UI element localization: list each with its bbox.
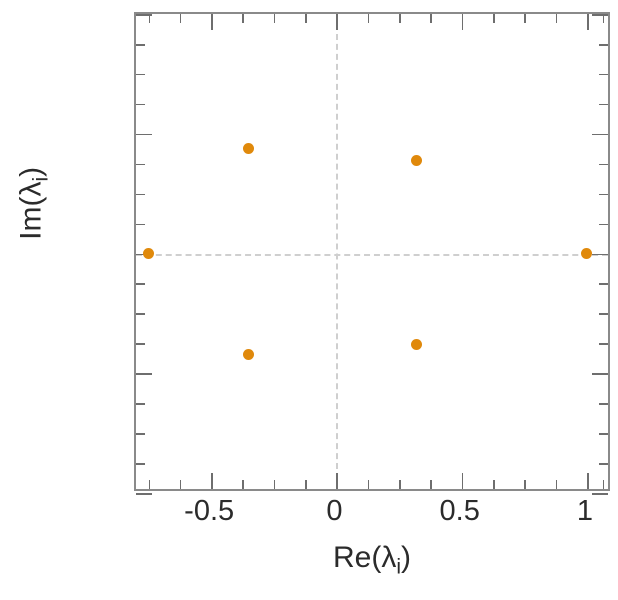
y-axis-tick-minor xyxy=(136,403,145,405)
y-axis-tick-minor xyxy=(136,223,145,226)
y-axis-tick-right-minor xyxy=(599,313,608,315)
x-axis-tick-label: 0 xyxy=(326,495,343,527)
x-axis-label-close: ) xyxy=(401,541,411,574)
imaginary-axis-reference-line xyxy=(336,14,339,489)
x-axis-tick-major xyxy=(461,473,464,489)
y-axis-label-close: ) xyxy=(14,166,48,177)
y-axis-tick-minor xyxy=(136,313,145,315)
x-axis-tick-minor xyxy=(493,480,495,489)
data-point xyxy=(411,339,423,350)
x-axis-tick-major xyxy=(336,473,338,489)
x-axis-tick-top-minor xyxy=(273,14,276,23)
x-axis-tick-major xyxy=(211,473,213,489)
y-axis-tick-right-major xyxy=(592,253,608,256)
y-axis-tick-minor xyxy=(136,163,145,166)
x-axis-tick-top-minor xyxy=(179,14,182,23)
y-axis-tick-right-minor xyxy=(599,343,608,345)
x-axis-tick-top-minor xyxy=(430,14,432,23)
x-axis-tick-top-minor xyxy=(148,14,151,23)
y-axis-tick-right-major xyxy=(592,133,608,136)
x-axis-tick-top-major xyxy=(461,14,464,30)
data-point xyxy=(243,142,255,154)
data-point xyxy=(143,248,155,259)
x-axis-tick-minor xyxy=(148,480,151,489)
x-axis-tick-minor xyxy=(367,480,370,489)
x-axis-tick-minor xyxy=(399,480,401,489)
x-axis-tick-minor xyxy=(602,480,605,489)
x-axis-tick-top-minor xyxy=(305,14,307,23)
data-point xyxy=(581,248,593,259)
y-axis-tick-minor xyxy=(136,433,145,435)
x-axis-tick-minor xyxy=(242,480,245,489)
y-axis-tick-minor xyxy=(136,73,145,76)
y-axis-label-base: Im(λ xyxy=(14,181,48,240)
x-axis-tick-top-minor xyxy=(524,14,526,23)
y-axis-tick-right-major xyxy=(592,14,608,16)
y-axis-tick-right-major xyxy=(592,373,608,375)
x-axis-tick-minor xyxy=(179,480,182,489)
y-axis-tick-major xyxy=(136,133,152,136)
y-axis-tick-minor xyxy=(136,193,145,196)
x-axis-tick-top-minor xyxy=(242,14,245,23)
y-axis-tick-right-minor xyxy=(599,433,608,435)
y-axis-label-subscript: i xyxy=(29,176,53,182)
x-axis-tick-top-minor xyxy=(367,14,370,23)
y-axis-tick-right-major xyxy=(592,493,608,495)
x-axis-tick-minor xyxy=(430,480,432,489)
x-axis-tick-top-major xyxy=(586,14,589,30)
x-axis-tick-top-major xyxy=(336,14,338,30)
x-axis-tick-top-minor xyxy=(493,14,495,23)
y-axis-tick-right-minor xyxy=(599,223,608,226)
y-axis-tick-right-minor xyxy=(599,193,608,196)
x-axis-tick-minor xyxy=(273,480,276,489)
y-axis-tick-right-minor xyxy=(599,43,608,46)
x-axis-label-subscript: i xyxy=(396,555,401,579)
y-axis-tick-minor xyxy=(136,43,145,46)
real-axis-reference-line xyxy=(136,253,608,256)
y-axis-tick-minor xyxy=(136,463,145,465)
x-axis-tick-top-minor xyxy=(555,14,558,23)
data-point xyxy=(243,348,255,360)
x-axis-tick-label: -0.5 xyxy=(184,495,235,527)
x-axis-label-base: Re(λ xyxy=(332,541,397,574)
y-axis-tick-major xyxy=(136,373,152,375)
x-axis-tick-minor xyxy=(305,480,307,489)
y-axis-tick-right-minor xyxy=(599,73,608,76)
x-axis-tick-minor xyxy=(555,480,558,489)
x-axis-tick-top-minor xyxy=(399,14,401,23)
y-axis-tick-major xyxy=(136,493,152,495)
x-axis-tick-top-major xyxy=(211,14,213,30)
data-point xyxy=(411,154,423,166)
x-axis-tick-label: 0.5 xyxy=(439,495,480,527)
y-axis-tick-right-minor xyxy=(599,163,608,166)
x-axis-tick-minor xyxy=(524,480,526,489)
x-axis-label: Re(λi) xyxy=(134,543,610,578)
x-axis-tick-top-minor xyxy=(602,14,605,23)
y-axis-tick-right-minor xyxy=(599,403,608,405)
y-axis-tick-major xyxy=(136,14,152,16)
y-axis-tick-right-minor xyxy=(599,283,608,286)
y-axis-tick-minor xyxy=(136,343,145,345)
x-axis-tick-major xyxy=(586,473,589,489)
y-axis-tick-minor xyxy=(136,283,145,286)
y-axis-label: Im(λi) xyxy=(14,73,53,333)
y-axis-tick-minor xyxy=(136,103,145,106)
y-axis-tick-right-minor xyxy=(599,463,608,465)
x-axis-tick-label: 1 xyxy=(576,495,594,527)
plot-area xyxy=(134,12,610,495)
y-axis-tick-right-minor xyxy=(599,103,608,106)
